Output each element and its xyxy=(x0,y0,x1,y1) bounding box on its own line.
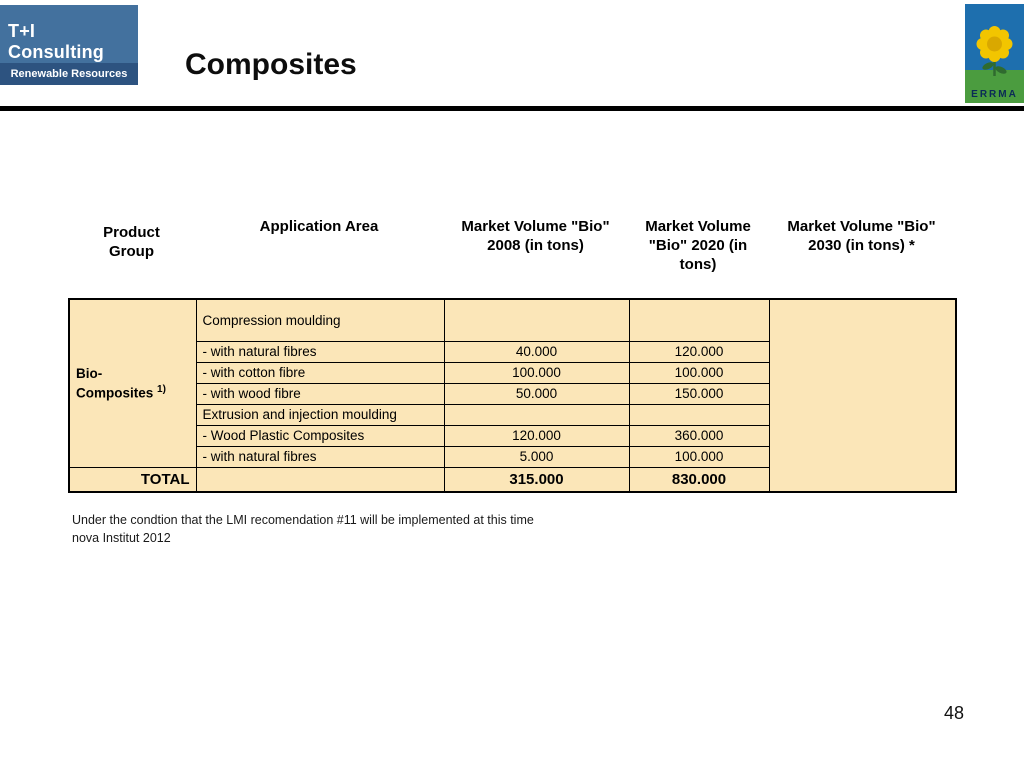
application-area-cell: - with wood fibre xyxy=(195,382,445,405)
table-row: - with wood fibre 50.000 150.000 xyxy=(69,382,956,405)
application-area-cell: Compression moulding xyxy=(195,298,445,342)
sunflower-icon xyxy=(965,4,1024,103)
composites-table: Bio- Composites 1) Compression moulding … xyxy=(68,298,957,493)
product-group-line1: Bio- xyxy=(76,365,103,381)
value-2008-cell: 5.000 xyxy=(443,445,630,468)
header-divider xyxy=(0,106,1024,111)
column-header-2020: Market Volume "Bio" 2020 (in tons) xyxy=(645,218,751,273)
value-2008-cell: 100.000 xyxy=(443,361,630,384)
value-2008-cell: 40.000 xyxy=(443,340,630,363)
column-header-product-group: Product Group xyxy=(103,224,160,260)
product-group-cell: Bio- Composites 1) xyxy=(68,298,197,468)
total-2020-cell: 830.000 xyxy=(628,466,770,493)
application-area-cell: - with natural fibres xyxy=(195,340,445,363)
errma-label: ERRMA xyxy=(971,89,1018,100)
total-area-empty-cell xyxy=(195,466,445,493)
value-2008-cell xyxy=(443,298,630,342)
application-area-cell: - Wood Plastic Composites xyxy=(195,424,445,447)
total-2008-cell: 315.000 xyxy=(443,466,630,493)
table-total-row: TOTAL 315.000 830.000 xyxy=(68,466,956,493)
footnote-line-2: nova Institut 2012 xyxy=(72,531,171,546)
table-row: - with natural fibres 5.000 100.000 xyxy=(69,445,956,468)
value-2008-cell xyxy=(443,403,630,426)
product-group-footnote-mark: 1) xyxy=(157,383,166,395)
value-2020-cell xyxy=(628,403,770,426)
application-area-cell: Extrusion and injection moulding xyxy=(195,403,445,426)
ti-consulting-logo: T+I Consulting Renewable Resources xyxy=(0,5,138,85)
column-header-2008: Market Volume "Bio" 2008 (in tons) xyxy=(461,218,610,254)
table-column-headers: Product Group Application Area Market Vo… xyxy=(68,218,955,274)
value-2008-cell: 50.000 xyxy=(443,382,630,405)
logo-title: T+I Consulting xyxy=(8,21,104,62)
footnote-line-1: Under the condtion that the LMI recomend… xyxy=(72,513,534,527)
application-area-cell: - with natural fibres xyxy=(195,445,445,468)
total-label-cell: TOTAL xyxy=(68,466,197,493)
page-number: 48 xyxy=(943,703,964,723)
value-2030-empty-column xyxy=(768,298,957,493)
column-header-application-area: Application Area xyxy=(259,218,379,235)
application-area-cell: - with cotton fibre xyxy=(195,361,445,384)
value-2020-cell: 120.000 xyxy=(628,340,770,363)
value-2020-cell: 100.000 xyxy=(628,445,770,468)
value-2020-cell: 100.000 xyxy=(628,361,770,384)
value-2020-cell: 360.000 xyxy=(628,424,770,447)
value-2008-cell: 120.000 xyxy=(443,424,630,447)
value-2020-cell: 150.000 xyxy=(628,382,770,405)
page-title: Composites xyxy=(185,48,357,81)
errma-logo: ERRMA xyxy=(965,4,1024,103)
table-row: Bio- Composites 1) Compression moulding xyxy=(68,298,957,493)
column-header-2030: Market Volume "Bio" 2030 (in tons) * xyxy=(787,218,936,254)
logo-subtitle: Renewable Resources xyxy=(0,63,138,85)
product-group-line2: Composites xyxy=(76,385,154,400)
footnote: Under the condtion that the LMI recomend… xyxy=(72,511,534,547)
value-2020-cell xyxy=(628,298,770,342)
